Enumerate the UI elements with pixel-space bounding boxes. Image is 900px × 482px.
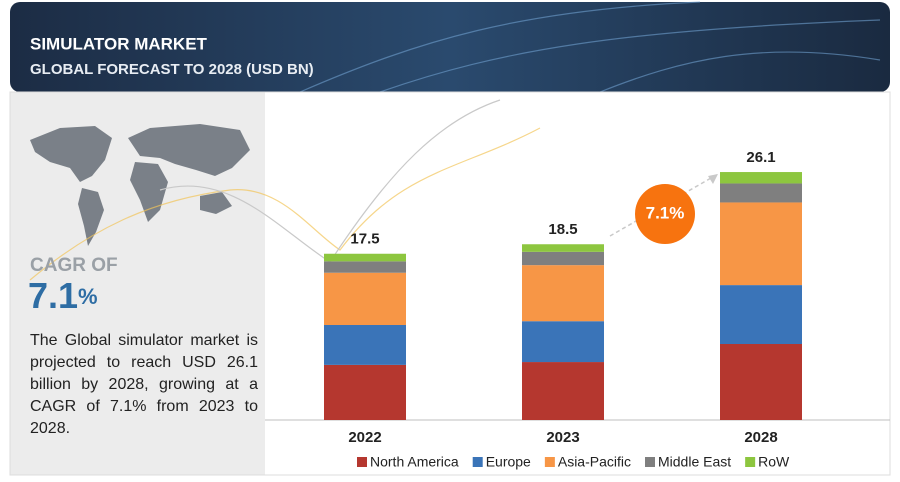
- bar-segment: [720, 183, 802, 203]
- legend-label: Asia-Pacific: [558, 454, 631, 470]
- legend-label: North America: [370, 454, 459, 470]
- frame: [9, 91, 891, 476]
- bar-segment: [324, 253, 406, 262]
- x-tick-label: 2023: [546, 429, 579, 446]
- bar-segment: [324, 364, 406, 420]
- bar-segment: [720, 202, 802, 286]
- legend-label: Europe: [486, 454, 531, 470]
- legend-swatch: [645, 457, 655, 467]
- header-decoration: [299, 1, 881, 93]
- header-banner: [10, 2, 890, 92]
- legend-label: Middle East: [658, 454, 731, 470]
- arrow-head: [708, 174, 718, 184]
- legend-swatch: [544, 457, 555, 467]
- description: The Global simulator market is projected…: [30, 332, 258, 437]
- cagr-bubble: [635, 184, 695, 244]
- bar-segment: [324, 272, 406, 325]
- bar-segment: [522, 321, 604, 363]
- total-label: 17.5: [350, 231, 379, 248]
- subtitle: GLOBAL FORECAST TO 2028 (USD BN): [30, 61, 314, 78]
- bar-segment: [720, 344, 802, 420]
- total-label: 26.1: [746, 149, 775, 166]
- bar-segment: [522, 251, 604, 266]
- x-tick-label: 2028: [744, 429, 777, 446]
- decoration-curve: [29, 127, 541, 281]
- cagr-number: 7.1: [28, 275, 78, 316]
- x-tick-label: 2022: [348, 429, 381, 446]
- bar-segment: [720, 172, 802, 184]
- bar-segment: [522, 362, 604, 420]
- bar-segment: [720, 285, 802, 344]
- world-map: [30, 124, 250, 246]
- total-label: 18.5: [548, 221, 577, 238]
- legend-swatch: [357, 457, 367, 467]
- bar-segment: [522, 244, 604, 252]
- cagr-label: CAGR OF: [30, 255, 118, 276]
- cagr-unit: %: [78, 284, 98, 309]
- legend-swatch: [745, 457, 756, 467]
- cagr-value: 7.1%: [28, 275, 98, 316]
- legend-swatch: [472, 457, 483, 467]
- bar-segment: [324, 325, 406, 365]
- legend-label: RoW: [758, 454, 790, 470]
- bar-segment: [324, 261, 406, 273]
- title: SIMULATOR MARKET: [30, 34, 208, 53]
- bar-segment: [522, 265, 604, 322]
- cagr-annotation: 7.1%: [646, 203, 685, 222]
